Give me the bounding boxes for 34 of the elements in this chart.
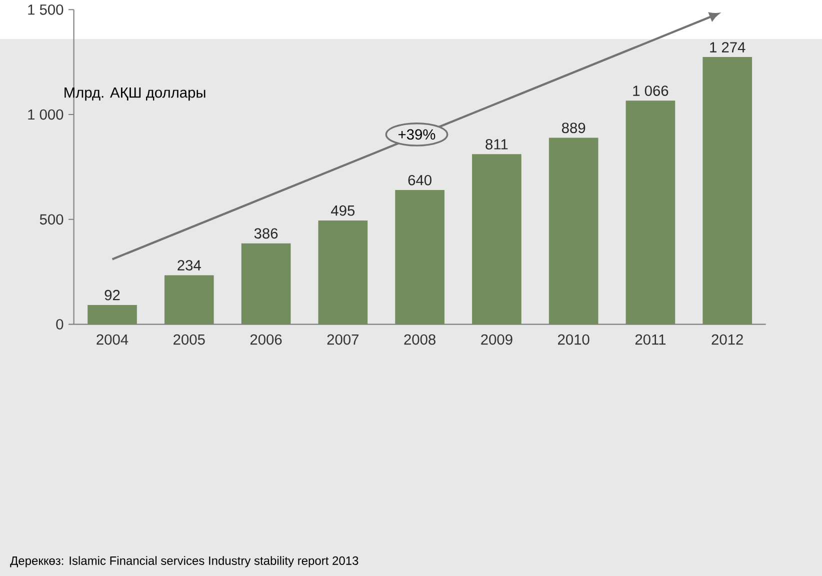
y-tick-label: 1 500 [28,4,64,15]
data-label: 889 [562,122,586,134]
data-label: 92 [104,290,120,300]
bar [395,190,444,324]
x-tick-label: 2005 [174,334,205,345]
data-label: 1 066 [633,86,668,96]
x-tick-label: 2009 [481,334,512,345]
data-label: 234 [178,260,201,270]
bar [702,57,752,324]
bar [241,243,291,324]
bar [88,304,137,324]
x-tick-label: 2012 [712,334,743,345]
bar [626,100,676,324]
x-tick-label: 2006 [250,334,282,345]
data-label: 640 [408,174,432,186]
x-tick-label: 2010 [558,334,590,345]
y-tick-label: 0 [56,319,64,330]
x-tick-label: 2008 [404,334,436,345]
x-tick-label: 2004 [96,334,128,345]
data-label: 811 [486,139,508,150]
bar [548,138,598,324]
bar [164,275,214,324]
y-tick-label: 500 [40,214,64,225]
text: Дереккөз: Islamic Financial services Industry stability report 2013 [10,556,358,568]
y-tick-label: 1 000 [28,109,64,120]
data-label: 495 [331,205,355,216]
y-axis-title: Млрд. АҚШ доллары [64,88,206,101]
data-label: 1 274 [710,42,746,52]
bar [472,154,522,324]
x-tick-label: 2007 [327,334,358,345]
annotation: +39% [398,129,436,140]
data-label: 386 [254,228,278,239]
x-tick-label: 2011 [635,334,666,345]
bar [318,220,368,324]
